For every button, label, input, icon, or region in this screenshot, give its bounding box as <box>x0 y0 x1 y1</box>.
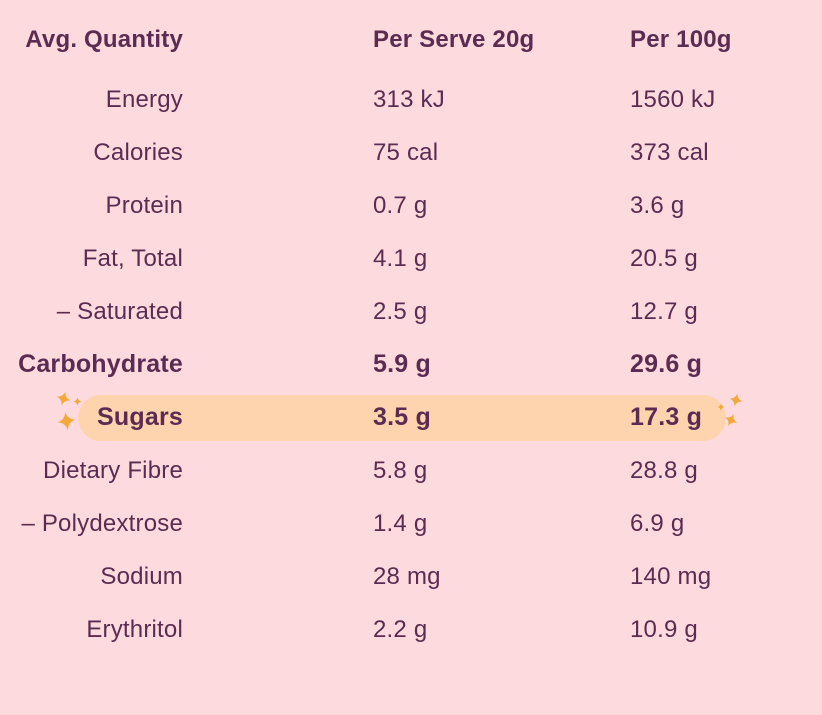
per-serve-value: 5.8 g <box>373 456 428 484</box>
table-row-dietary-fibre: Dietary Fibre 5.8 g 28.8 g <box>0 444 822 497</box>
per-serve-value: 2.5 g <box>373 297 428 325</box>
table-row-carbohydrate: Carbohydrate 5.9 g 29.6 g <box>0 338 822 391</box>
per-100g-value: 3.6 g <box>630 191 685 219</box>
table-row-energy: Energy 313 kJ 1560 kJ <box>0 73 822 126</box>
per-serve-value: 4.1 g <box>373 244 428 272</box>
sparkle-icon <box>56 410 78 432</box>
table-row-fat-total: Fat, Total 4.1 g 20.5 g <box>0 232 822 285</box>
table-row-sugars: Sugars 3.5 g 17.3 g <box>0 391 822 444</box>
table-body: Energy 313 kJ 1560 kJ Calories 75 cal 37… <box>0 73 822 656</box>
per-serve-value: 28 mg <box>373 562 441 590</box>
table-row-erythritol: Erythritol 2.2 g 10.9 g <box>0 603 822 656</box>
column-header-avg-quantity: Avg. Quantity <box>25 25 183 53</box>
row-label: Erythritol <box>86 615 183 643</box>
per-serve-value: 313 kJ <box>373 85 445 113</box>
per-serve-value: 2.2 g <box>373 615 428 643</box>
row-label: Protein <box>105 191 183 219</box>
table-row-protein: Protein 0.7 g 3.6 g <box>0 179 822 232</box>
sparkle-icon <box>722 411 741 430</box>
row-label: – Polydextrose <box>21 509 183 537</box>
row-label: Carbohydrate <box>18 350 183 378</box>
per-100g-value: 6.9 g <box>630 509 685 537</box>
per-serve-value: 5.9 g <box>373 350 431 378</box>
sugars-highlight-pill <box>78 394 726 441</box>
sparkle-icon <box>728 392 745 409</box>
per-100g-value: 29.6 g <box>630 350 703 378</box>
column-header-per-100g: Per 100g <box>630 25 732 53</box>
sparkle-icon <box>717 403 725 411</box>
row-label: Fat, Total <box>82 244 183 272</box>
per-100g-value: 28.8 g <box>630 456 698 484</box>
per-100g-value: 373 cal <box>630 138 709 166</box>
per-100g-value: 1560 kJ <box>630 85 716 113</box>
column-header-per-serve: Per Serve 20g <box>373 25 535 53</box>
table-row-saturated: – Saturated 2.5 g 12.7 g <box>0 285 822 338</box>
per-serve-value: 0.7 g <box>373 191 428 219</box>
per-serve-value: 3.5 g <box>373 403 431 431</box>
row-label: – Saturated <box>56 297 183 325</box>
per-serve-value: 75 cal <box>373 138 439 166</box>
per-serve-value: 1.4 g <box>373 509 428 537</box>
per-100g-value: 20.5 g <box>630 244 698 272</box>
table-header: Avg. Quantity Per Serve 20g Per 100g <box>0 13 822 66</box>
row-label: Dietary Fibre <box>43 456 183 484</box>
row-label: Energy <box>105 85 183 113</box>
row-label: Sodium <box>100 562 183 590</box>
nutrition-panel: Avg. Quantity Per Serve 20g Per 100g Ene… <box>0 13 822 715</box>
table-row-calories: Calories 75 cal 373 cal <box>0 126 822 179</box>
sparkle-icon <box>54 389 72 407</box>
table-row-polydextrose: – Polydextrose 1.4 g 6.9 g <box>0 497 822 550</box>
row-label: Sugars <box>97 403 183 431</box>
per-100g-value: 140 mg <box>630 562 712 590</box>
row-label: Calories <box>93 138 183 166</box>
sparkle-icon <box>73 397 82 406</box>
table-row-sodium: Sodium 28 mg 140 mg <box>0 550 822 603</box>
per-100g-value: 10.9 g <box>630 615 698 643</box>
per-100g-value: 12.7 g <box>630 297 698 325</box>
per-100g-value: 17.3 g <box>630 403 703 431</box>
